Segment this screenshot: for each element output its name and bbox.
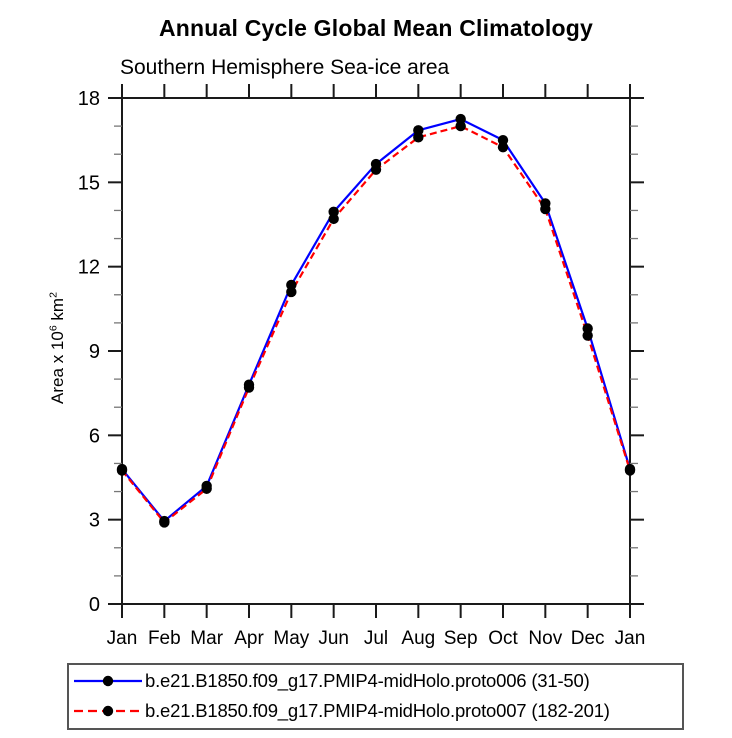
x-tick-label: Apr bbox=[234, 628, 264, 649]
y-tick-label: 15 bbox=[78, 172, 100, 194]
data-point-1 bbox=[328, 213, 339, 225]
y-tick-label: 0 bbox=[89, 594, 100, 616]
x-tick-label: Jan bbox=[107, 628, 138, 649]
y-tick-label: 3 bbox=[89, 510, 100, 532]
x-tick-label: Jul bbox=[364, 628, 388, 649]
data-point-1 bbox=[540, 203, 551, 215]
data-point-1 bbox=[455, 120, 466, 132]
legend-entry-proto007: b.e21.B1850.f09_g17.PMIP4-midHolo.proto0… bbox=[71, 696, 610, 726]
chart-title: Annual Cycle Global Mean Climatology bbox=[158, 15, 594, 41]
legend-line-sample-blue bbox=[74, 675, 142, 687]
data-point-1 bbox=[159, 517, 170, 528]
legend-line-sample-red bbox=[74, 705, 142, 717]
x-tick-label: Oct bbox=[488, 628, 518, 649]
legend-marker bbox=[102, 705, 114, 717]
x-tick-label: Feb bbox=[148, 628, 181, 649]
legend-marker bbox=[102, 675, 114, 687]
x-tick-label: Nov bbox=[528, 628, 562, 649]
legend: b.e21.B1850.f09_g17.PMIP4-midHolo.proto0… bbox=[67, 663, 684, 730]
x-tick-label: Dec bbox=[571, 628, 605, 649]
data-point-1 bbox=[201, 483, 212, 494]
legend-label: b.e21.B1850.f09_g17.PMIP4-midHolo.proto0… bbox=[145, 670, 590, 691]
chart-subtitle: Southern Hemisphere Sea-ice area bbox=[120, 56, 450, 79]
data-point-1 bbox=[116, 465, 128, 476]
y-tick-label: 12 bbox=[78, 257, 100, 279]
data-point-1 bbox=[413, 132, 424, 143]
y-tick-label: 9 bbox=[89, 341, 100, 363]
data-point-1 bbox=[624, 465, 636, 476]
series-line-0 bbox=[121, 117, 632, 523]
x-tick-label: Jun bbox=[318, 628, 349, 649]
series-line-1 bbox=[121, 125, 632, 524]
legend-entry-proto006: b.e21.B1850.f09_g17.PMIP4-midHolo.proto0… bbox=[71, 666, 590, 696]
x-tick-label: Mar bbox=[190, 628, 223, 649]
y-tick-label: 6 bbox=[89, 425, 100, 447]
x-tick-label: Jan bbox=[615, 628, 646, 649]
legend-label: b.e21.B1850.f09_g17.PMIP4-midHolo.proto0… bbox=[145, 700, 610, 721]
data-point-1 bbox=[243, 382, 255, 393]
x-tick-label: May bbox=[273, 628, 309, 649]
data-point-1 bbox=[286, 286, 297, 298]
data-point-1 bbox=[582, 330, 593, 341]
y-tick-label: 18 bbox=[78, 88, 100, 110]
data-point-1 bbox=[370, 164, 382, 175]
x-tick-label: Aug bbox=[401, 628, 435, 649]
x-tick-label: Sep bbox=[444, 628, 478, 649]
data-point-1 bbox=[497, 141, 509, 153]
